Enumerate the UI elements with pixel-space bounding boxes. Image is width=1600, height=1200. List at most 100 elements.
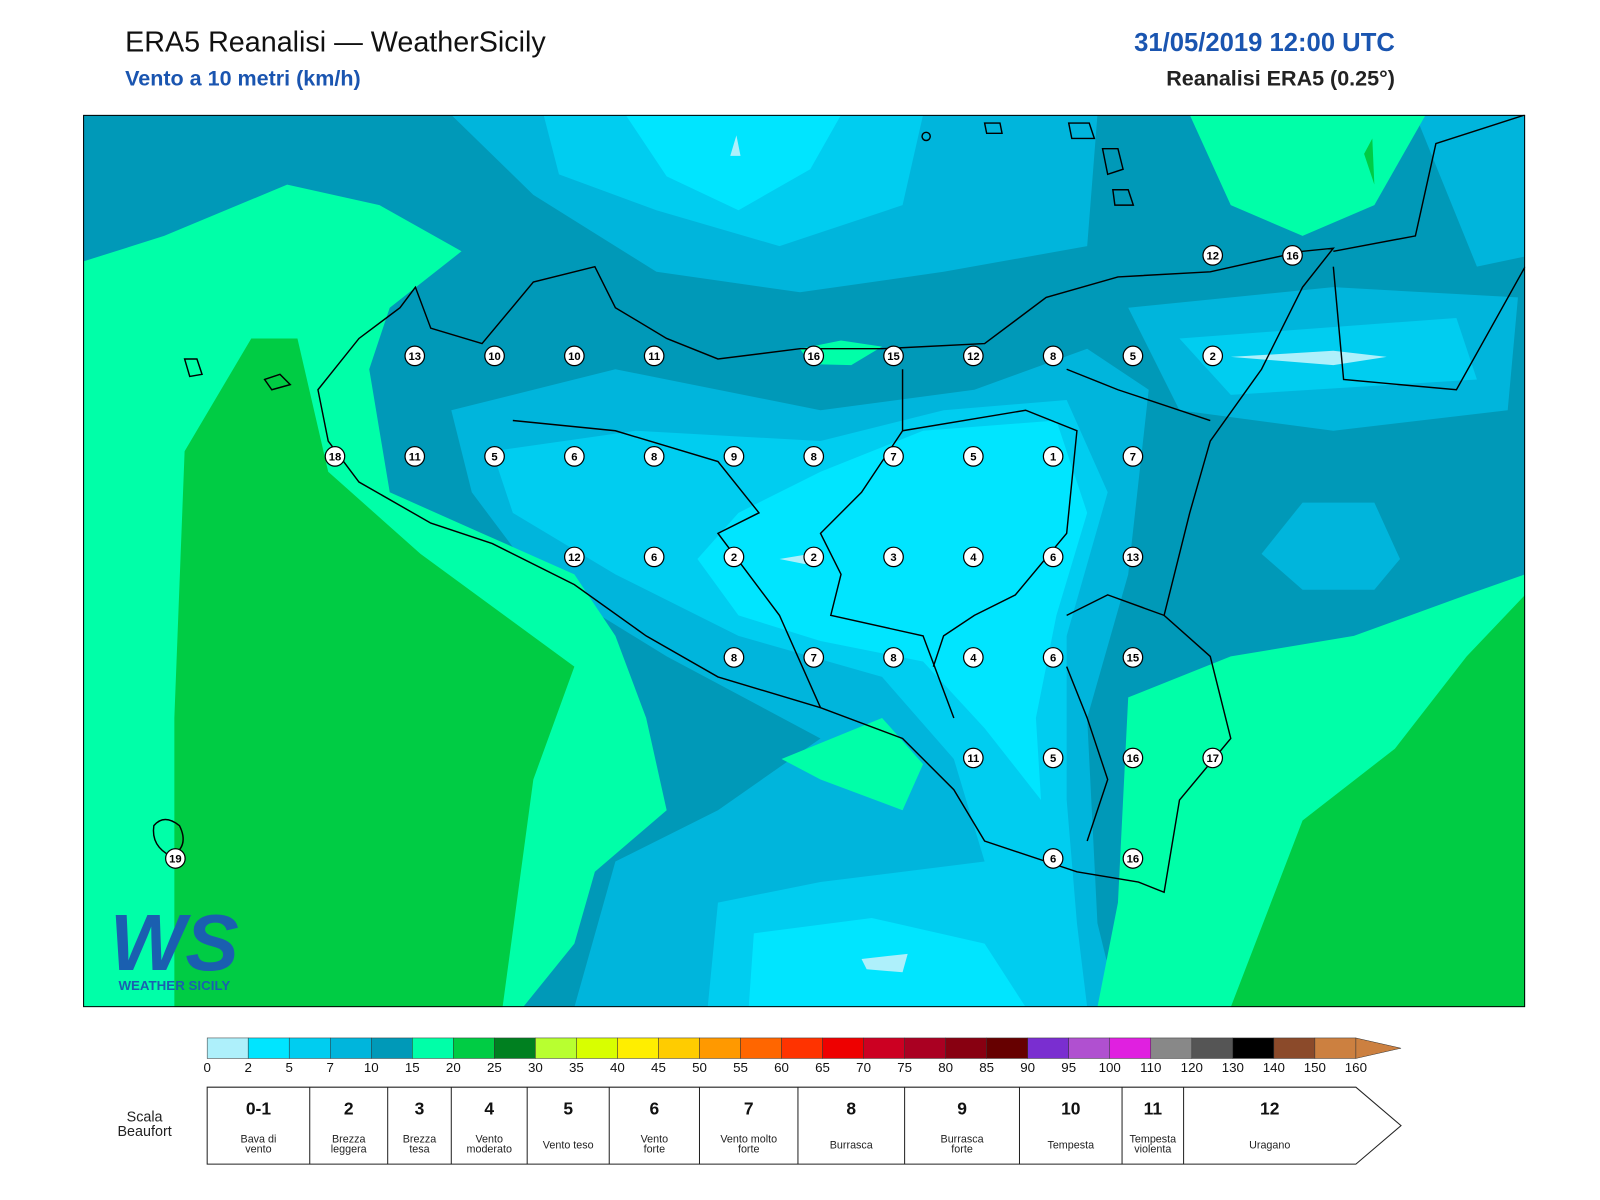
colorbar-tick-label: 55 xyxy=(733,1060,748,1075)
station-value: 19 xyxy=(169,853,182,865)
beaufort-desc: Uragano xyxy=(1249,1139,1290,1151)
station-marker xyxy=(1122,848,1144,869)
station-marker xyxy=(883,345,904,367)
station-value: 7 xyxy=(1130,451,1136,463)
beaufort-force: 5 xyxy=(563,1098,573,1118)
station-value: 16 xyxy=(1286,250,1299,262)
station-value: 10 xyxy=(568,351,581,363)
station-marker xyxy=(723,546,745,568)
subtitle: Vento a 10 metri (km/h) xyxy=(125,67,361,91)
station-value: 2 xyxy=(731,552,737,564)
station-value: 6 xyxy=(1050,552,1056,564)
colorbar-tick-label: 110 xyxy=(1140,1060,1161,1075)
station-value: 12 xyxy=(568,552,581,564)
beaufort-desc: Vento xyxy=(475,1133,503,1145)
station-marker xyxy=(404,345,426,367)
beaufort-force: 3 xyxy=(415,1098,425,1118)
beaufort-label: Scala xyxy=(127,1110,163,1126)
beaufort-desc: Brezza xyxy=(403,1133,436,1145)
station-marker xyxy=(962,345,984,367)
station-marker xyxy=(1202,747,1224,769)
colorbar-arrow xyxy=(1355,1037,1402,1059)
colorbar-tick-label: 80 xyxy=(938,1060,953,1075)
colorbar-tick-label: 130 xyxy=(1222,1060,1244,1075)
beaufort-desc: Vento xyxy=(641,1133,669,1145)
beaufort-desc: tesa xyxy=(409,1144,429,1156)
beaufort-desc: Tempesta xyxy=(1130,1133,1177,1145)
station-value: 11 xyxy=(409,451,421,463)
station-value: 7 xyxy=(811,652,817,664)
beaufort-force: 7 xyxy=(744,1098,754,1118)
colorbar-swatch xyxy=(863,1037,905,1059)
beaufort-desc: forte xyxy=(951,1144,973,1156)
colorbar-swatch xyxy=(1109,1037,1152,1059)
station-value: 5 xyxy=(491,451,497,463)
station-value: 13 xyxy=(1127,552,1140,564)
station-marker xyxy=(324,446,346,467)
colorbar-swatch xyxy=(494,1037,536,1059)
station-value: 8 xyxy=(651,451,657,463)
station-marker xyxy=(962,446,984,467)
colorbar-tick-label: 30 xyxy=(528,1060,543,1075)
station-marker xyxy=(643,546,665,568)
station-value: 9 xyxy=(731,451,737,463)
station-marker xyxy=(564,446,585,467)
station-value: 11 xyxy=(967,753,979,765)
colorbar-tick-label: 25 xyxy=(487,1060,502,1075)
station-value: 7 xyxy=(890,451,896,463)
colorbar-tick-label: 5 xyxy=(286,1060,293,1075)
station-value: 3 xyxy=(890,552,896,564)
beaufort-desc: violenta xyxy=(1134,1144,1171,1156)
station-marker xyxy=(803,647,825,668)
station-marker xyxy=(564,546,585,568)
station-marker xyxy=(643,345,665,367)
colorbar-tick-label: 120 xyxy=(1181,1060,1203,1075)
station-marker xyxy=(1122,647,1144,668)
station-value: 4 xyxy=(970,652,977,664)
beaufort-desc: vento xyxy=(245,1144,271,1156)
beaufort-force: 10 xyxy=(1061,1098,1080,1118)
station-marker xyxy=(1202,245,1224,266)
colorbar-swatch xyxy=(576,1037,618,1059)
beaufort-label: Beaufort xyxy=(117,1124,171,1140)
colorbar-swatch xyxy=(453,1037,495,1059)
station-marker xyxy=(883,647,904,668)
colorbar-tick-label: 0 xyxy=(203,1060,210,1075)
colorbar: 0 2 5 7 10 15 20 25 30 35 40 45 50 55 60 65 70 75 80 85 90 95… xyxy=(203,1037,1402,1075)
colorbar-tick-label: 100 xyxy=(1099,1060,1121,1075)
station-marker xyxy=(962,747,984,769)
station-marker xyxy=(1042,345,1064,367)
station-marker xyxy=(404,446,426,467)
station-marker xyxy=(1202,345,1224,367)
colorbar-swatch xyxy=(945,1037,987,1059)
beaufort-desc: Bava di xyxy=(241,1133,277,1145)
colorbar-swatch xyxy=(904,1037,946,1059)
station-value: 8 xyxy=(890,652,896,664)
station-value: 1 xyxy=(1050,451,1056,463)
station-marker xyxy=(1122,446,1144,467)
model-info: Reanalisi ERA5 (0.25°) xyxy=(1166,67,1395,91)
station-marker xyxy=(883,546,904,568)
station-value: 18 xyxy=(329,451,342,463)
station-marker xyxy=(1122,345,1144,367)
station-value: 6 xyxy=(1050,652,1056,664)
colorbar-tick-label: 90 xyxy=(1020,1060,1035,1075)
station-value: 8 xyxy=(1050,351,1056,363)
colorbar-swatch xyxy=(1273,1037,1316,1059)
beaufort-force: 8 xyxy=(846,1098,856,1118)
colorbar-tick-label: 45 xyxy=(651,1060,666,1075)
colorbar-tick-label: 140 xyxy=(1263,1060,1285,1075)
colorbar-swatch xyxy=(1068,1037,1110,1059)
colorbar-tick-label: 150 xyxy=(1304,1060,1326,1075)
beaufort-force: 6 xyxy=(650,1098,660,1118)
colorbar-tick-label: 35 xyxy=(569,1060,584,1075)
station-value: 13 xyxy=(409,351,422,363)
station-marker xyxy=(723,446,745,467)
station-marker xyxy=(484,345,505,367)
station-value: 11 xyxy=(648,351,660,363)
beaufort-desc: Vento molto xyxy=(720,1133,777,1145)
station-value: 8 xyxy=(731,652,737,664)
colorbar-tick-label: 160 xyxy=(1345,1060,1367,1075)
